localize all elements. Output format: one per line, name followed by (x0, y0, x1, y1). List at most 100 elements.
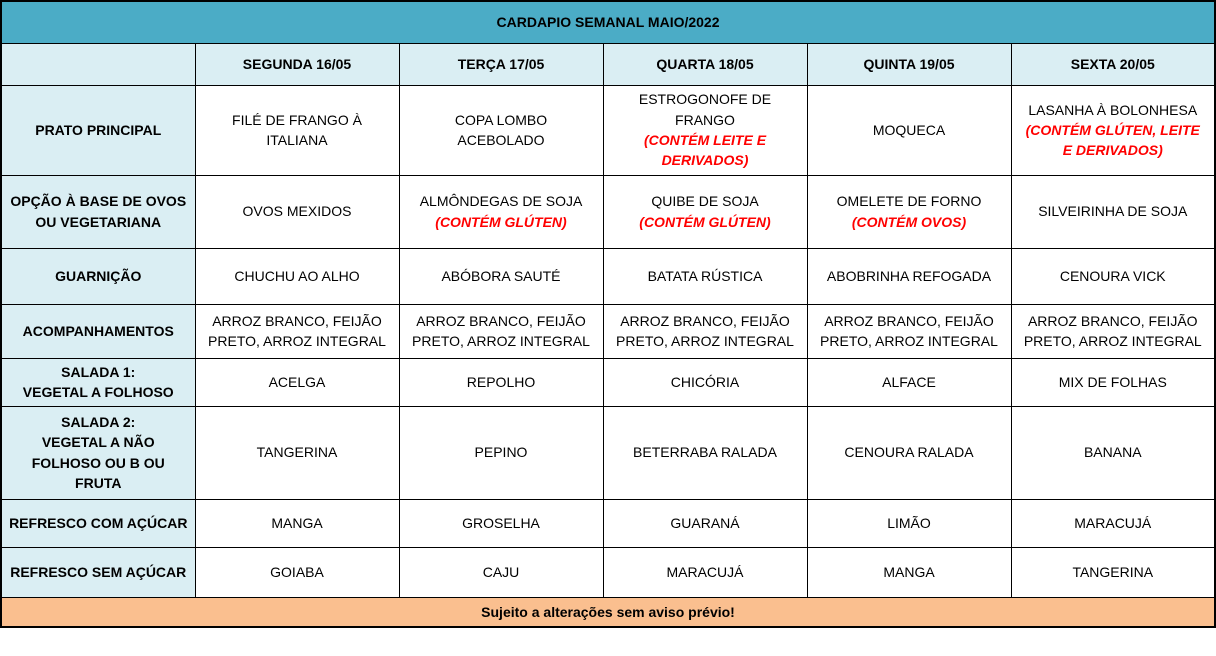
menu-cell: GOIABA (194, 546, 400, 598)
dish-name: CAJU (482, 563, 520, 580)
menu-cell: ABÓBORA SAUTÉ (398, 247, 604, 305)
dish-name: ESTROGONOFE DE FRANGO (638, 91, 772, 128)
dish-name: ARROZ BRANCO, FEIJÃO PRETO, ARROZ INTEGR… (208, 312, 386, 349)
row-salada-1: SALADA 1: VEGETAL A FOLHOSO ACELGA REPOL… (0, 357, 1216, 407)
menu-cell: MANGA (194, 498, 400, 548)
title-row: CARDAPIO SEMANAL MAIO/2022 (0, 0, 1216, 44)
menu-cell: OMELETE DE FORNO (CONTÉM OVOS) (806, 174, 1012, 249)
dish-name: QUIBE DE SOJA (651, 193, 759, 210)
dish-name: COPA LOMBO ACEBOLADO (454, 111, 548, 148)
dish-name: ABOBRINHA REFOGADA (826, 267, 992, 284)
row-refresco-com-acucar: REFRESCO COM AÇÚCAR MANGA GROSELHA GUARA… (0, 498, 1216, 548)
dish-name: MANGA (883, 563, 935, 580)
menu-cell: MIX DE FOLHAS (1010, 357, 1216, 407)
row-label: PRATO PRINCIPAL (0, 84, 196, 176)
row-guarnicao: GUARNIÇÃO CHUCHU AO ALHO ABÓBORA SAUTÉ B… (0, 247, 1216, 305)
day-header-friday: SEXTA 20/05 (1010, 42, 1216, 86)
menu-cell: ACELGA (194, 357, 400, 407)
dish-name: REPOLHO (466, 373, 536, 390)
allergen-note: (CONTÉM OVOS) (851, 213, 967, 230)
row-acompanhamentos: ACOMPANHAMENTOS ARROZ BRANCO, FEIJÃO PRE… (0, 303, 1216, 359)
dish-name: MARACUJÁ (1074, 514, 1152, 531)
dish-name: MOQUECA (872, 121, 946, 138)
menu-cell: MOQUECA (806, 84, 1012, 176)
menu-cell: LASANHA À BOLONHESA (CONTÉM GLÚTEN, LEITE… (1010, 84, 1216, 176)
menu-cell: SILVEIRINHA DE SOJA (1010, 174, 1216, 249)
menu-cell: ESTROGONOFE DE FRANGO (CONTÉM LEITE E DER… (602, 84, 808, 176)
dish-name: OVOS MEXIDOS (242, 203, 352, 220)
menu-cell: MARACUJÁ (602, 546, 808, 598)
weekly-menu-table: CARDAPIO SEMANAL MAIO/2022 SEGUNDA 16/05… (0, 0, 1216, 628)
day-header-row: SEGUNDA 16/05 TERÇA 17/05 QUARTA 18/05 Q… (0, 42, 1216, 86)
menu-cell: COPA LOMBO ACEBOLADO (398, 84, 604, 176)
row-refresco-sem-acucar: REFRESCO SEM AÇÚCAR GOIABA CAJU MARACUJÁ… (0, 546, 1216, 598)
menu-cell: ARROZ BRANCO, FEIJÃO PRETO, ARROZ INTEGR… (1010, 303, 1216, 359)
menu-cell: MARACUJÁ (1010, 498, 1216, 548)
row-label: REFRESCO SEM AÇÚCAR (0, 546, 196, 598)
menu-cell: OVOS MEXIDOS (194, 174, 400, 249)
dish-name: ALFACE (882, 373, 936, 390)
menu-cell: ARROZ BRANCO, FEIJÃO PRETO, ARROZ INTEGR… (194, 303, 400, 359)
allergen-note: (CONTÉM GLÚTEN) (435, 213, 567, 230)
dish-name: BETERRABA RALADA (633, 444, 777, 461)
dish-name: ARROZ BRANCO, FEIJÃO PRETO, ARROZ INTEGR… (616, 312, 794, 349)
row-label: SALADA 1: VEGETAL A FOLHOSO (0, 357, 196, 407)
dish-name: ACELGA (268, 373, 326, 390)
day-header-thursday: QUINTA 19/05 (806, 42, 1012, 86)
dish-name: MANGA (271, 514, 323, 531)
dish-name: ALMÔNDEGAS DE SOJA (419, 193, 583, 210)
menu-cell: GUARANÁ (602, 498, 808, 548)
menu-cell: ARROZ BRANCO, FEIJÃO PRETO, ARROZ INTEGR… (806, 303, 1012, 359)
day-header-tuesday: TERÇA 17/05 (398, 42, 604, 86)
dish-name: CENOURA RALADA (844, 444, 974, 461)
dish-name: ARROZ BRANCO, FEIJÃO PRETO, ARROZ INTEGR… (412, 312, 590, 349)
dish-name: SILVEIRINHA DE SOJA (1038, 203, 1188, 220)
dish-name: TANGERINA (1072, 563, 1154, 580)
menu-cell: TANGERINA (194, 405, 400, 500)
menu-cell: ALFACE (806, 357, 1012, 407)
dish-name: CHUCHU AO ALHO (234, 267, 360, 284)
menu-cell: CENOURA RALADA (806, 405, 1012, 500)
dish-name: TANGERINA (256, 444, 338, 461)
dish-name: CHICÓRIA (670, 373, 740, 390)
menu-cell: BATATA RÚSTICA (602, 247, 808, 305)
dish-name: GOIABA (270, 563, 324, 580)
menu-cell: LIMÃO (806, 498, 1012, 548)
menu-cell: GROSELHA (398, 498, 604, 548)
disclaimer-text: Sujeito a alterações sem aviso prévio! (0, 596, 1216, 628)
row-salada-2: SALADA 2: VEGETAL A NÃO FOLHOSO OU B OU … (0, 405, 1216, 500)
row-label: ACOMPANHAMENTOS (0, 303, 196, 359)
footer-row: Sujeito a alterações sem aviso prévio! (0, 596, 1216, 628)
dish-name: MARACUJÁ (666, 563, 744, 580)
row-label: OPÇÃO À BASE DE OVOS OU VEGETARIANA (0, 174, 196, 249)
menu-cell: TANGERINA (1010, 546, 1216, 598)
menu-cell: CAJU (398, 546, 604, 598)
menu-cell: CHUCHU AO ALHO (194, 247, 400, 305)
allergen-note: (CONTÉM GLÚTEN) (639, 213, 771, 230)
row-opcao-ovos-vegetariana: OPÇÃO À BASE DE OVOS OU VEGETARIANA OVOS… (0, 174, 1216, 249)
row-label: REFRESCO COM AÇÚCAR (0, 498, 196, 548)
menu-cell: BANANA (1010, 405, 1216, 500)
dish-name: LIMÃO (887, 514, 931, 531)
menu-cell: CHICÓRIA (602, 357, 808, 407)
page-title: CARDAPIO SEMANAL MAIO/2022 (0, 0, 1216, 44)
allergen-note: (CONTÉM GLÚTEN, LEITE E DERIVADOS) (1025, 121, 1200, 159)
menu-cell: ARROZ BRANCO, FEIJÃO PRETO, ARROZ INTEGR… (398, 303, 604, 359)
menu-cell: QUIBE DE SOJA (CONTÉM GLÚTEN) (602, 174, 808, 249)
dish-name: PEPINO (474, 444, 528, 461)
dish-name: GROSELHA (462, 514, 540, 531)
dish-name: ARROZ BRANCO, FEIJÃO PRETO, ARROZ INTEGR… (820, 312, 998, 349)
menu-cell: ALMÔNDEGAS DE SOJA (CONTÉM GLÚTEN) (398, 174, 604, 249)
corner-cell (0, 42, 196, 86)
menu-cell: MANGA (806, 546, 1012, 598)
dish-name: BANANA (1083, 444, 1142, 461)
menu-cell: ABOBRINHA REFOGADA (806, 247, 1012, 305)
dish-name: ABÓBORA SAUTÉ (441, 267, 561, 284)
dish-name: GUARANÁ (670, 514, 740, 531)
row-prato-principal: PRATO PRINCIPAL FILÉ DE FRANGO À ITALIAN… (0, 84, 1216, 176)
menu-cell: FILÉ DE FRANGO À ITALIANA (194, 84, 400, 176)
menu-cell: BETERRABA RALADA (602, 405, 808, 500)
dish-name: FILÉ DE FRANGO À ITALIANA (232, 111, 362, 148)
dish-name: LASANHA À BOLONHESA (1028, 101, 1198, 118)
menu-cell: REPOLHO (398, 357, 604, 407)
